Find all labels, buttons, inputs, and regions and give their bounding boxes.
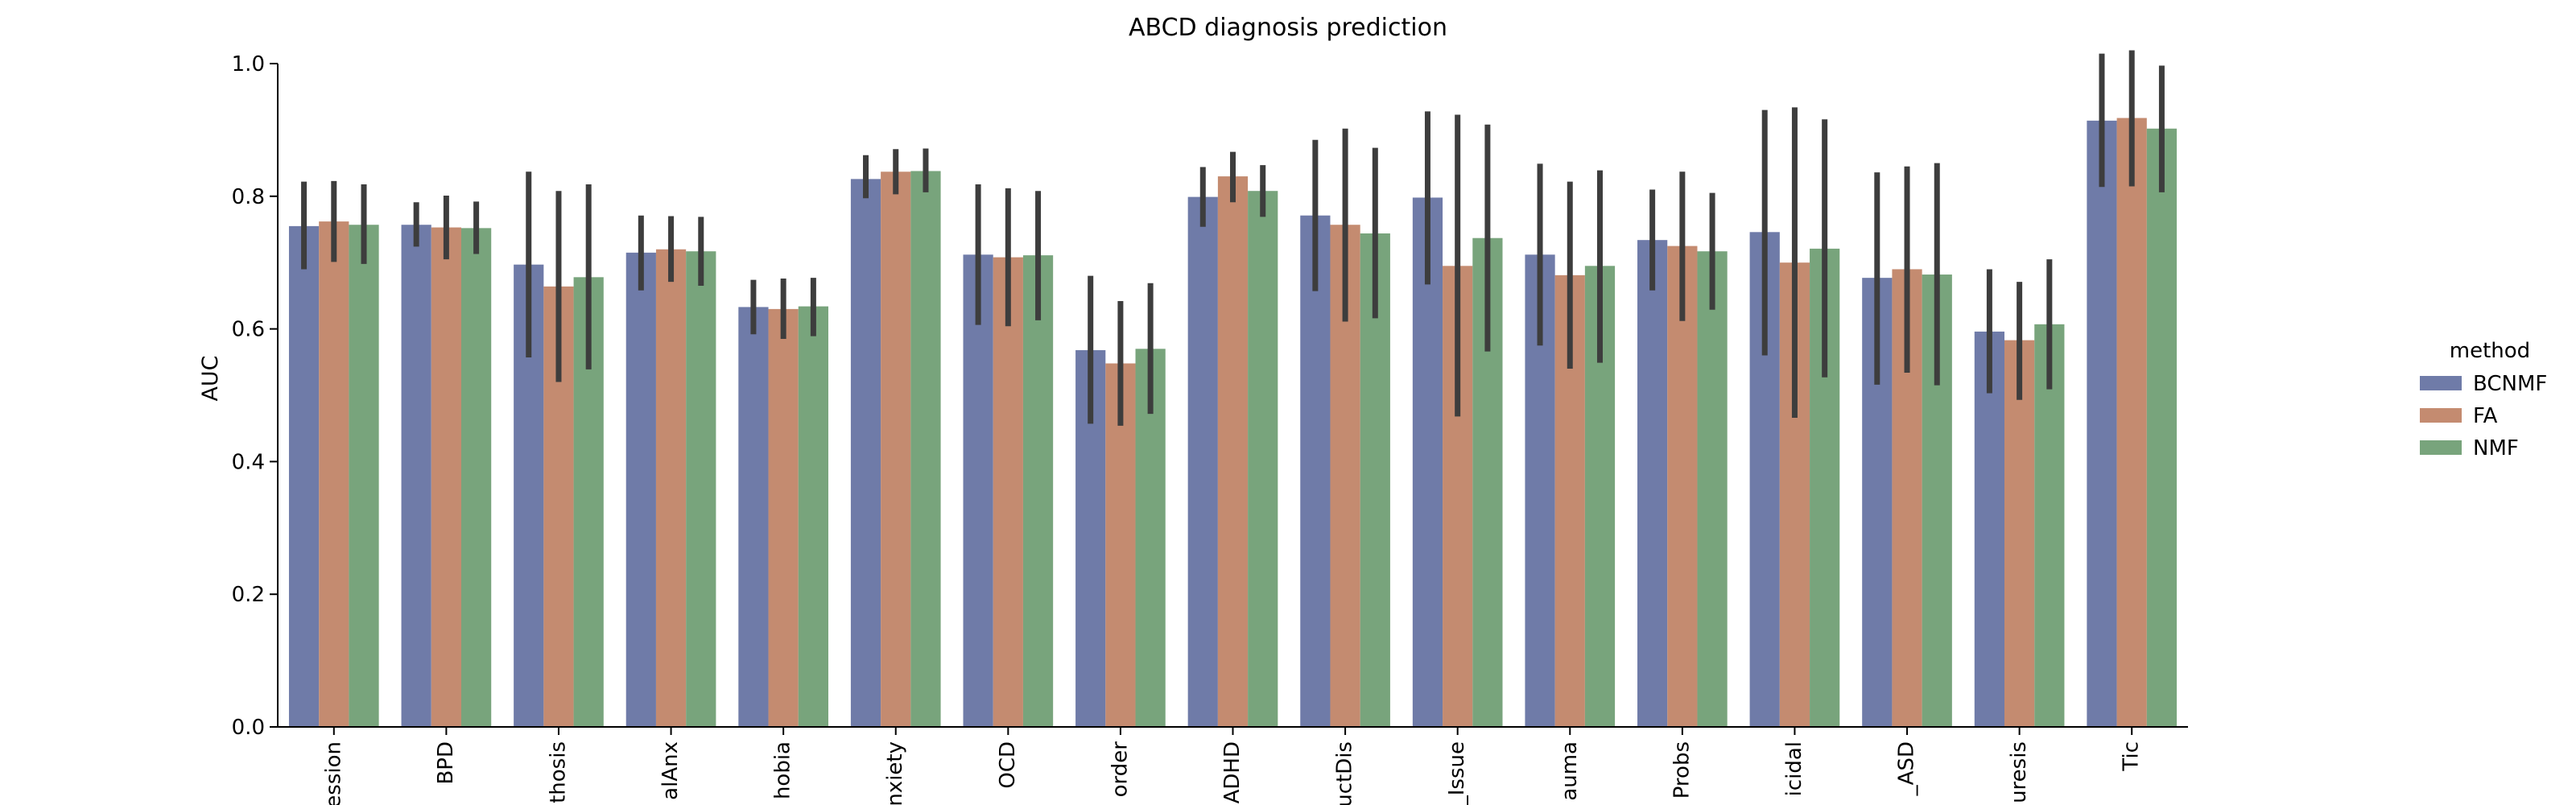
- y-tick-label: 0.8: [232, 185, 265, 209]
- legend-label: BCNMF: [2473, 372, 2547, 396]
- legend-label: NMF: [2473, 436, 2519, 460]
- bar: [319, 221, 349, 727]
- bar: [1667, 246, 1698, 728]
- bar: [963, 254, 993, 727]
- bar: [738, 307, 769, 728]
- x-tick-label: ADHD: [1220, 741, 1245, 803]
- y-tick-label: 1.0: [232, 52, 265, 76]
- bar: [686, 251, 716, 727]
- bar: [2116, 118, 2147, 727]
- bar: [401, 225, 431, 727]
- x-tick-label: uctDis: [1333, 741, 1357, 805]
- bar: [850, 179, 881, 728]
- bar: [1187, 196, 1218, 727]
- legend: method BCNMF FA NMF: [2420, 339, 2547, 460]
- x-tick-label: order: [1108, 741, 1132, 798]
- bar: [1412, 197, 1443, 727]
- bar: [768, 308, 799, 727]
- bar: [1022, 255, 1054, 727]
- chart-title: ABCD diagnosis prediction: [1129, 14, 1447, 42]
- bar: [1248, 191, 1278, 727]
- x-tick-label: icidal: [1782, 741, 1806, 796]
- bar: [993, 257, 1023, 727]
- x-tick-label: hobia: [771, 741, 795, 799]
- x-tick-label: uresis: [2007, 741, 2031, 803]
- bar: [288, 225, 320, 727]
- x-tick-label: _Issue: [1445, 741, 1469, 805]
- bar: [431, 227, 461, 727]
- legend-swatch: [2420, 376, 2462, 390]
- x-tick-label: Tic: [2120, 741, 2144, 772]
- bar: [460, 228, 492, 727]
- legend-swatch: [2420, 408, 2462, 423]
- legend-title: method: [2450, 339, 2530, 363]
- errorbars-layer: [301, 50, 2165, 426]
- bar: [798, 306, 828, 728]
- bar: [910, 171, 941, 727]
- x-tick-label: thosis: [546, 741, 570, 803]
- x-tick-label: _ASD: [1895, 741, 1919, 796]
- x-ticks: ession BPD thosis alAnx hobia nxiety OCD order A…: [321, 727, 2144, 805]
- y-tick-label: 0.2: [232, 583, 265, 607]
- bar: [655, 249, 687, 728]
- y-axis-label: AUC: [198, 355, 223, 401]
- bar: [1637, 240, 1668, 728]
- bar: [2146, 128, 2178, 727]
- bar: [2087, 120, 2117, 727]
- y-ticks: 0.0 0.2 0.4 0.6 0.8 1.0: [232, 52, 278, 740]
- x-tick-label: Probs: [1670, 741, 1694, 799]
- bar: [2004, 340, 2035, 727]
- legend-swatch: [2420, 440, 2462, 455]
- bar: [1217, 176, 1249, 727]
- bar: [349, 225, 379, 727]
- y-tick-label: 0.0: [232, 716, 265, 740]
- bar: [881, 171, 911, 727]
- y-tick-label: 0.6: [232, 318, 265, 342]
- x-tick-label: nxiety: [883, 741, 907, 805]
- legend-label: FA: [2473, 404, 2498, 428]
- x-tick-label: BPD: [434, 741, 458, 785]
- bar: [1974, 331, 2005, 727]
- bar: [1300, 215, 1331, 727]
- y-tick-label: 0.4: [232, 450, 265, 474]
- bar: [1697, 251, 1728, 727]
- x-tick-label: ession: [321, 741, 345, 805]
- legend-entries: BCNMF FA NMF: [2420, 372, 2547, 460]
- x-tick-label: OCD: [996, 741, 1020, 789]
- bars-layer: [288, 118, 2178, 728]
- x-tick-label: alAnx: [658, 741, 683, 800]
- x-tick-label: auma: [1558, 741, 1582, 801]
- bar: [2034, 324, 2065, 727]
- bar: [625, 252, 656, 728]
